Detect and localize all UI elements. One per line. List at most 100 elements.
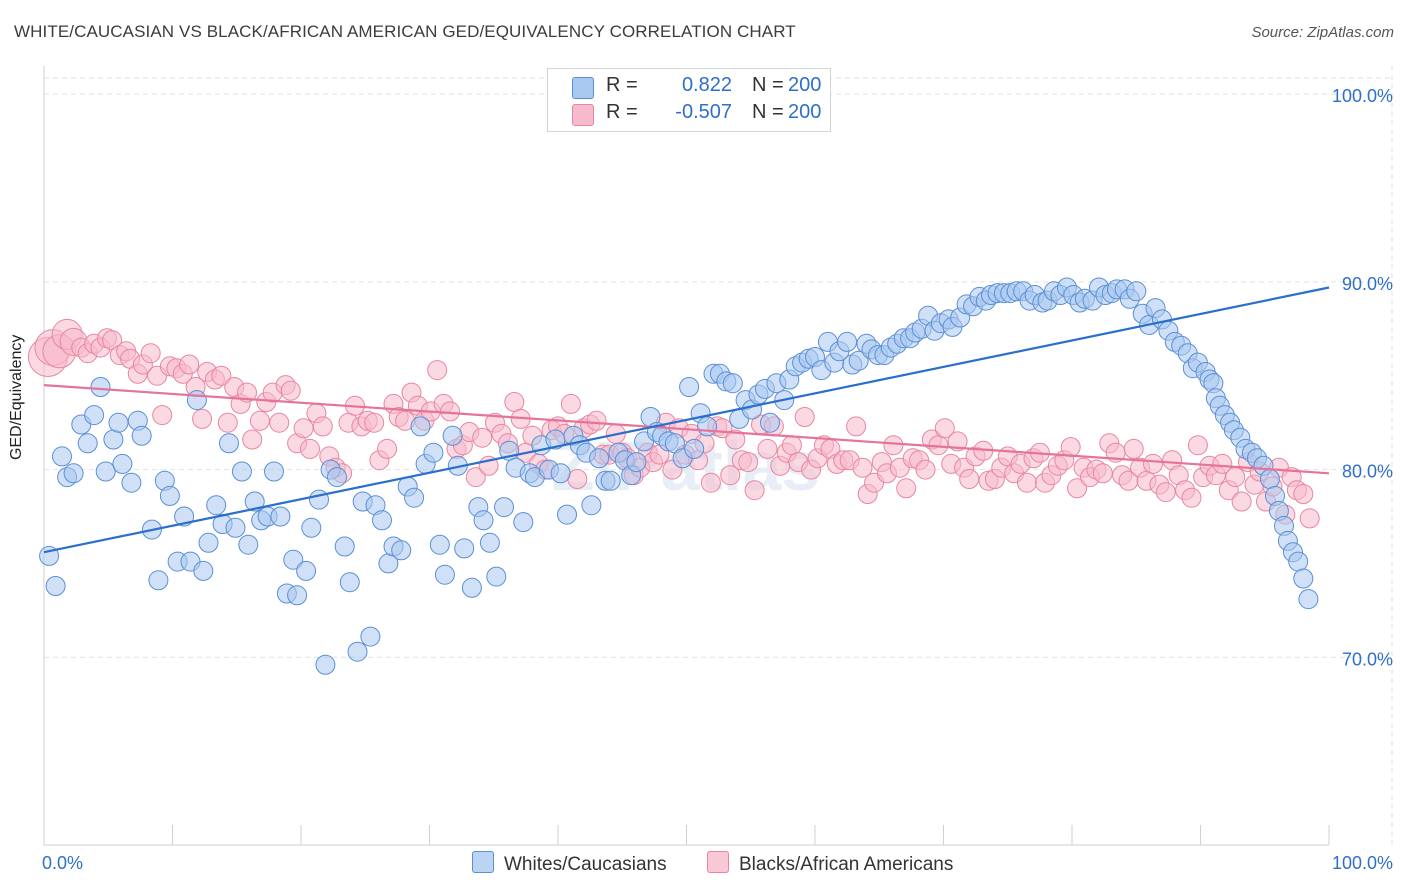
- pink-point: [883, 435, 904, 456]
- blue-point: [121, 472, 142, 493]
- blue-point: [423, 442, 444, 463]
- pink-point: [269, 412, 290, 433]
- pink-swatch: [707, 851, 729, 873]
- y-tick-label: 90.0%: [1342, 274, 1393, 294]
- legend-label-whites: Whites/Caucasians: [504, 854, 667, 875]
- pink-point: [934, 418, 955, 439]
- pink-point: [237, 382, 257, 403]
- blue-point: [513, 512, 534, 533]
- blue-point: [837, 331, 858, 352]
- blue-point: [198, 532, 219, 553]
- blue-point: [848, 350, 869, 371]
- pink-point: [1299, 508, 1320, 529]
- source-label: Source: ZipAtlas.com: [1251, 24, 1394, 41]
- blue-point: [1288, 551, 1309, 572]
- r-value: -0.507: [675, 101, 732, 123]
- blue-point: [108, 412, 129, 433]
- blue-swatch: [472, 851, 494, 873]
- blue-point: [231, 461, 252, 482]
- blue-point: [494, 497, 514, 518]
- blue-point: [429, 534, 450, 555]
- bottom-legend-whites: Whites/Caucasians: [472, 851, 667, 877]
- blue-point: [626, 452, 647, 473]
- pink-point: [1123, 438, 1144, 459]
- blue-point: [1259, 469, 1280, 489]
- pink-point: [1181, 487, 1202, 508]
- pink-point: [1293, 484, 1314, 504]
- blue-point: [77, 433, 98, 454]
- blue-point: [186, 390, 207, 411]
- y-tick-labels: 70.0% 80.0% 90.0% 100.0%: [1332, 86, 1393, 669]
- pink-point: [896, 478, 917, 499]
- blue-point: [327, 467, 347, 488]
- blue-point: [1293, 568, 1314, 589]
- n-label: N =: [752, 74, 784, 96]
- blue-point: [264, 461, 284, 482]
- blue-point: [600, 470, 621, 491]
- r-label: R =: [606, 101, 638, 123]
- pink-point: [504, 392, 525, 412]
- pink-point: [744, 480, 765, 501]
- blue-point: [225, 517, 246, 538]
- pink-point: [179, 354, 200, 375]
- blue-point: [244, 491, 265, 512]
- pink-point: [1155, 482, 1176, 503]
- pink-point: [700, 472, 721, 493]
- y-tick-label: 70.0%: [1342, 649, 1393, 669]
- pink-point: [249, 410, 270, 431]
- pink-point: [1225, 467, 1246, 488]
- pink-point: [725, 429, 746, 450]
- pink-point: [293, 418, 314, 439]
- pink-point: [1067, 478, 1088, 499]
- n-label: N =: [752, 101, 784, 123]
- pink-point: [440, 401, 461, 422]
- pink-point: [586, 410, 607, 431]
- pink-point: [217, 412, 238, 433]
- pink-point: [567, 469, 588, 489]
- n-value: 200: [788, 101, 822, 123]
- y-tick-label: 80.0%: [1342, 462, 1393, 482]
- blue-point: [684, 438, 705, 459]
- blue-point: [391, 540, 412, 561]
- blue-point: [219, 433, 239, 454]
- pink-point: [377, 438, 398, 459]
- blue-point: [283, 549, 304, 570]
- blue-point: [95, 461, 116, 482]
- pink-trend-line: [43, 384, 1330, 475]
- trend-lines: [43, 286, 1330, 554]
- blue-point: [581, 495, 602, 516]
- blue-point: [473, 510, 494, 531]
- pink-point: [192, 408, 213, 429]
- blue-point: [486, 566, 507, 587]
- x-tick-label: 0.0%: [42, 853, 83, 873]
- blue-point: [404, 487, 425, 508]
- pink-point: [1060, 437, 1081, 458]
- pink-point: [846, 416, 867, 437]
- blue-point: [309, 489, 329, 510]
- pink-point: [757, 438, 778, 459]
- pink-point: [720, 465, 741, 486]
- axes: [43, 66, 1330, 846]
- pink-point: [152, 405, 173, 426]
- blue-point: [296, 560, 317, 581]
- blue-point: [270, 506, 291, 527]
- blue-point: [148, 570, 169, 591]
- blue-point: [84, 405, 105, 426]
- correlation-legend: R = 0.822 N = 200 R = -0.507 N = 200: [547, 68, 831, 132]
- pink-point: [312, 416, 333, 437]
- blue-point: [360, 626, 381, 647]
- blue-point: [760, 412, 780, 433]
- pink-point: [140, 343, 161, 364]
- blue-point: [159, 485, 180, 506]
- blue-point: [410, 416, 431, 437]
- pink-point: [364, 412, 385, 433]
- blue-points: [39, 277, 1319, 675]
- blue-point: [45, 576, 66, 596]
- blue-point: [103, 429, 124, 450]
- pink-point: [915, 459, 936, 480]
- pink-point: [852, 457, 873, 478]
- blue-point: [372, 510, 392, 531]
- n-value: 200: [788, 74, 822, 96]
- blue-swatch: [572, 77, 594, 99]
